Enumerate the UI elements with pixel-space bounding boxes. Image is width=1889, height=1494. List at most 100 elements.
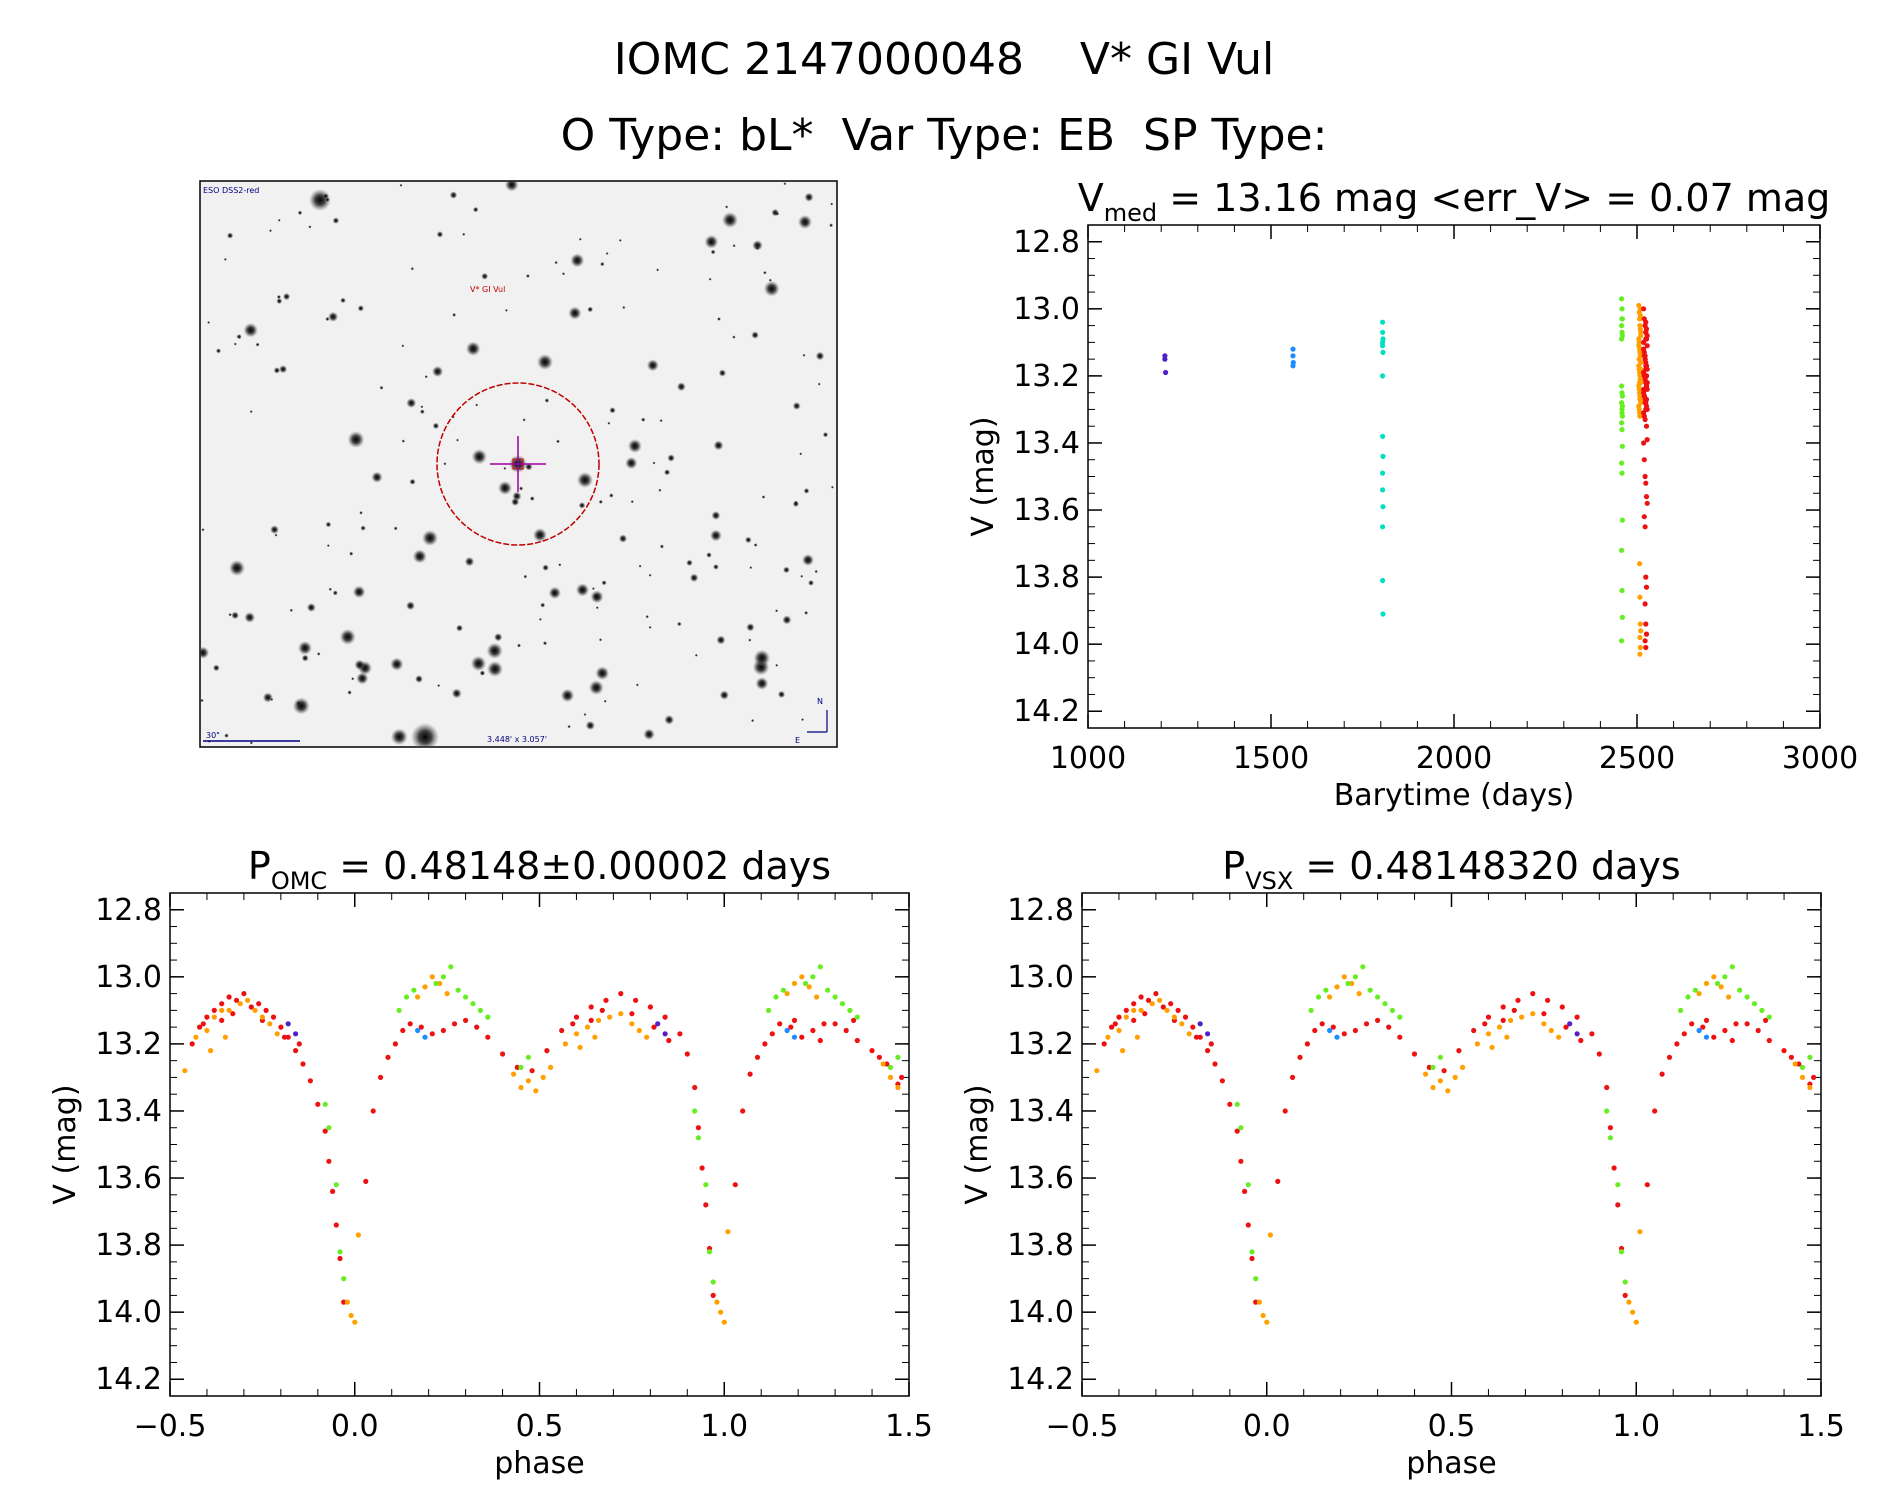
star [379, 385, 384, 390]
star [595, 606, 599, 610]
phase_vsx-point-red [1234, 1128, 1240, 1134]
phase_omc-ytick-label: 13.2 [95, 1027, 162, 1062]
star [745, 536, 752, 544]
phase_omc-point-red [333, 1222, 339, 1228]
phase_vsx-point-red [1622, 1292, 1628, 1298]
star [627, 439, 642, 453]
phase_vsx-point-red [1644, 1182, 1650, 1188]
phase_vsx-point-orange [1548, 1027, 1554, 1034]
star-bright [722, 212, 738, 228]
phase_omc-point-red [226, 994, 232, 1000]
phase_vsx-point-green [1352, 974, 1358, 980]
phase_omc-ytick-label: 12.8 [95, 893, 162, 928]
phase_omc-point-green [485, 1014, 491, 1020]
star [676, 382, 686, 392]
phase_omc-point-violet [662, 1031, 668, 1037]
lightcurve-point-green [1619, 587, 1625, 594]
star [525, 463, 533, 471]
lightcurve-point-orange [1637, 561, 1643, 567]
phase_omc-point-green [341, 1276, 347, 1282]
star [420, 405, 424, 409]
phase_vsx-point-red [1733, 1021, 1739, 1027]
phase_omc-point-green [710, 1279, 716, 1285]
phase_vsx-point-green [1744, 994, 1750, 1000]
phase_vsx-point-red [1138, 994, 1144, 1000]
star [803, 488, 810, 494]
lightcurve-panel: Vmed = 13.16 mag <err_V> = 0.07 mag 1000 1… [966, 176, 1858, 813]
star [390, 728, 408, 746]
star [292, 697, 310, 715]
phase_omc-point-red [740, 1108, 746, 1114]
star [347, 690, 352, 695]
phase_vsx-point-orange [1437, 1078, 1443, 1084]
lightcurve-point-green [1619, 393, 1625, 399]
phase_omc-ylabel: V (mag) [48, 1084, 83, 1204]
phase_omc-point-red [500, 1051, 506, 1057]
phase_omc-point-orange [895, 1084, 901, 1091]
star [618, 534, 628, 543]
lightcurve-point-orange [1637, 396, 1643, 402]
star [465, 341, 481, 357]
phase_vsx-point-orange [1726, 994, 1732, 1000]
star [262, 692, 273, 703]
phase_vsx-point-red [1515, 997, 1521, 1003]
phase_vsx-point-red [1375, 1017, 1381, 1024]
phase_vsx-point-red [1500, 1017, 1506, 1024]
phase_vsx-point-red [1197, 1034, 1203, 1040]
star [792, 402, 801, 410]
phase_vsx-title: PVSX = 0.48148320 days [1222, 844, 1680, 895]
star [540, 602, 546, 608]
phase_omc-point-red [514, 1064, 520, 1070]
lightcurve-point-red [1643, 480, 1649, 486]
star [800, 574, 804, 578]
phase_omc-point-red [899, 1074, 905, 1080]
phase_vsx-point-green [1799, 1064, 1806, 1070]
star [667, 454, 675, 462]
star [301, 654, 309, 662]
phase_omc-point-red [692, 1084, 698, 1091]
star [771, 208, 779, 217]
star [656, 268, 660, 272]
phase_vsx-point-green [1253, 1276, 1259, 1282]
star [799, 452, 803, 456]
star [578, 237, 582, 241]
phase_omc-point-red [485, 1034, 491, 1040]
lightcurve-point-green [1619, 460, 1625, 466]
phase_vsx-point-red [1578, 1037, 1584, 1044]
phase_vsx-point-green [1430, 1064, 1436, 1070]
phase_omc-point-orange [799, 974, 805, 980]
star [432, 422, 440, 430]
star [725, 205, 729, 209]
star-field [200, 181, 834, 747]
phase_vsx-point-orange [1807, 1084, 1813, 1091]
star [504, 308, 508, 312]
lightcurve-point-red [1643, 494, 1650, 500]
phase_omc-point-violet [285, 1021, 291, 1027]
star [658, 488, 662, 492]
star [659, 419, 663, 423]
phase_vsx-point-red [1245, 1222, 1251, 1228]
star [354, 659, 366, 671]
phase_omc-point-orange [267, 1021, 273, 1027]
lightcurve-point-cyan [1380, 329, 1386, 335]
phase_vsx-point-green [1437, 1054, 1443, 1060]
phase_omc-point-red [211, 1007, 217, 1014]
lightcurve-point-cyan [1380, 373, 1386, 379]
phase_vsx-point-red [1145, 997, 1152, 1003]
lightcurve-ytick-label: 12.8 [1013, 225, 1080, 260]
phase_omc-point-red [588, 1017, 594, 1024]
phase_vsx-point-orange [1504, 1034, 1510, 1040]
lightcurve-point-orange [1637, 413, 1643, 419]
phase_omc-point-red [392, 1041, 398, 1047]
phase_vsx-point-orange [1626, 1299, 1632, 1305]
phase_omc-point-red [219, 1017, 225, 1024]
star [732, 335, 736, 339]
lightcurve-point-red [1643, 383, 1650, 389]
lightcurve-title-prefix: V [1078, 176, 1104, 220]
lightcurve-point-cyan [1380, 611, 1386, 617]
star [356, 672, 369, 685]
star [830, 202, 834, 206]
phase_omc-point-red [278, 1024, 284, 1030]
lightcurve-point-red [1642, 638, 1648, 644]
star [763, 270, 767, 275]
